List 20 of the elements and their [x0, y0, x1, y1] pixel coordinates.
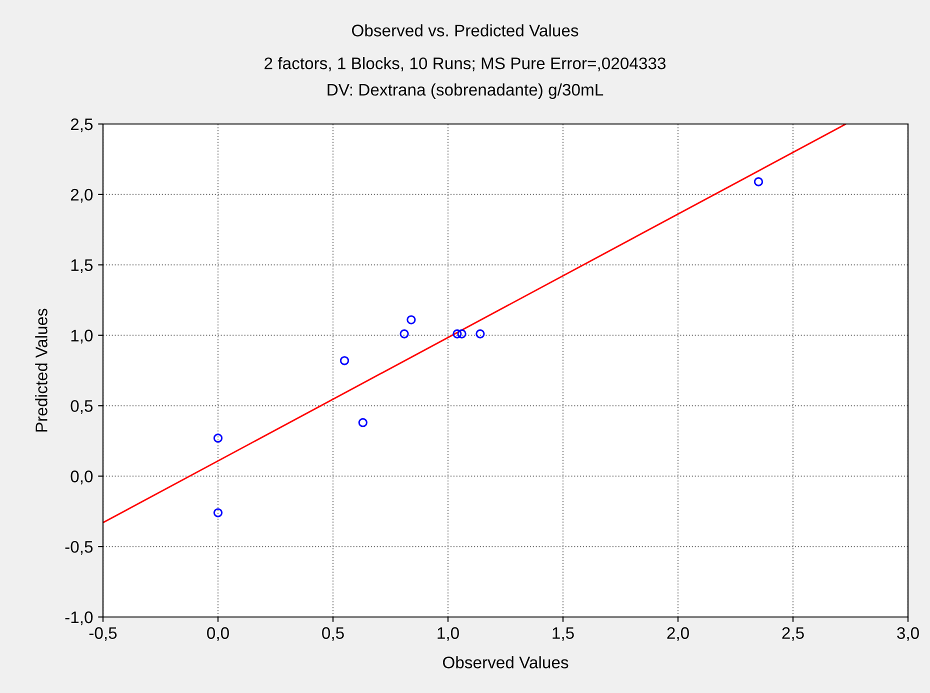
x-tick-label: 0,5 — [322, 627, 344, 641]
y-tick-label: 2,5 — [70, 118, 93, 132]
x-tick-label: 1,0 — [438, 627, 459, 641]
y-tick-label: 2,0 — [70, 188, 93, 203]
x-tick-label: 2,0 — [667, 627, 689, 641]
x-tick-label: -0,5 — [89, 627, 117, 641]
chart-title: Observed vs. Predicted Values — [352, 24, 578, 36]
x-tick-label: 0,0 — [207, 627, 229, 641]
y-tick-label: -0,5 — [65, 540, 93, 555]
y-tick-label: -1,0 — [65, 611, 93, 626]
y-tick-label: 0,0 — [70, 470, 93, 484]
y-tick-label: 1,0 — [71, 330, 93, 344]
y-tick-label: 0,5 — [70, 400, 93, 414]
x-tick-label: 2,5 — [782, 627, 804, 641]
chart-subtitle: 2 factors, 1 Blocks, 10 Runs; MS Pure Error=,0204333 DV: Dextrana (sobrenadante) g/30mL — [264, 57, 666, 99]
y-tick-label: 1,5 — [71, 259, 93, 274]
x-tick-label: 3,0 — [897, 627, 919, 641]
x-axis-title: Observed Values — [442, 656, 568, 668]
x-tick-label: 1,5 — [552, 627, 574, 641]
y-axis-title: Predicted Values — [35, 308, 48, 432]
